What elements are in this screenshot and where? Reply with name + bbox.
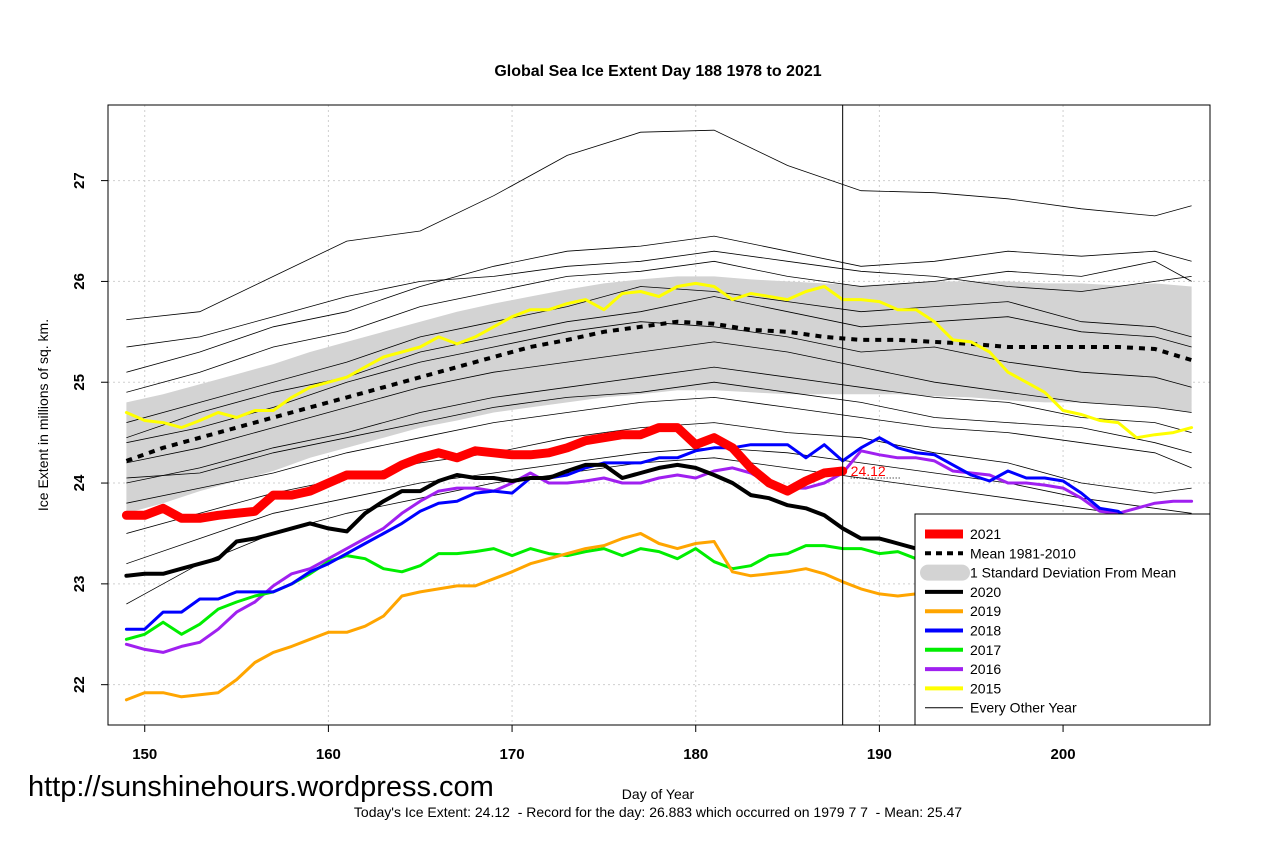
chart-title: Global Sea Ice Extent Day 188 1978 to 20…	[494, 63, 821, 80]
watermark-url: http://sunshinehours.wordpress.com	[28, 771, 494, 803]
y-tick-label: 23	[71, 576, 88, 593]
y-tick-label: 26	[71, 273, 88, 290]
other-year-line	[126, 381, 1192, 479]
legend-label: 2017	[970, 642, 1001, 658]
other-year-line	[126, 129, 1192, 321]
series-line-2016	[124, 449, 1194, 654]
series-line-2015	[124, 281, 1194, 440]
y-tick-label: 27	[71, 172, 88, 189]
series-line-2021	[121, 423, 848, 523]
other-year-line	[126, 447, 1192, 565]
legend-swatch	[920, 564, 970, 581]
other-year-line	[126, 296, 1192, 439]
mean-line	[125, 319, 1193, 463]
y-tick-label: 22	[71, 676, 88, 693]
legend-label: 1 Standard Deviation From Mean	[970, 565, 1176, 581]
legend-label: 2018	[970, 623, 1001, 639]
other-year-line	[126, 286, 1192, 423]
other-year-line	[126, 396, 1192, 504]
current-value-label: 24.12	[851, 463, 886, 479]
other-year-line	[126, 321, 1192, 444]
footer-summary: Today's Ice Extent: 24.12 - Record for t…	[354, 804, 962, 820]
other-year-line	[126, 341, 1192, 464]
y-axis: 22 23 24 25 26 27	[71, 172, 108, 693]
y-axis-label: Ice Extent in millions of sq. km.	[35, 319, 51, 511]
other-year-line	[126, 250, 1192, 348]
y-tick-label: 25	[71, 374, 88, 391]
x-tick-label: 180	[683, 746, 708, 763]
x-axis-label: Day of Year	[622, 786, 695, 802]
legend-label: Every Other Year	[970, 700, 1077, 716]
other-year-line	[126, 366, 1192, 484]
legend-label: 2019	[970, 603, 1001, 619]
legend-label: 2015	[970, 680, 1001, 696]
other-year-line	[126, 260, 1192, 393]
other-year-line	[126, 235, 1192, 373]
legend-label: Mean 1981-2010	[970, 545, 1076, 561]
x-tick-label: 190	[867, 746, 892, 763]
legend-label: 2020	[970, 584, 1001, 600]
plot-frame	[107, 104, 1211, 726]
std-band-area	[126, 276, 1192, 514]
std-deviation-band	[126, 276, 1192, 514]
legend-label: 2016	[970, 661, 1001, 677]
x-tick-label: 170	[500, 746, 525, 763]
other-years-lines	[126, 129, 1192, 605]
series-line-2018	[124, 436, 1194, 631]
x-tick-label: 160	[316, 746, 341, 763]
legend-box	[914, 513, 1211, 726]
mean-line-group	[125, 319, 1193, 463]
x-axis: 150 160 170 180 190 200	[132, 725, 1076, 763]
x-tick-label: 150	[132, 746, 157, 763]
x-tick-label: 200	[1051, 746, 1076, 763]
legend: 2021 Mean 1981-2010 1 Standard Deviation F…	[914, 513, 1211, 726]
y-tick-label: 24	[71, 474, 88, 491]
legend-label: 2021	[970, 526, 1001, 542]
